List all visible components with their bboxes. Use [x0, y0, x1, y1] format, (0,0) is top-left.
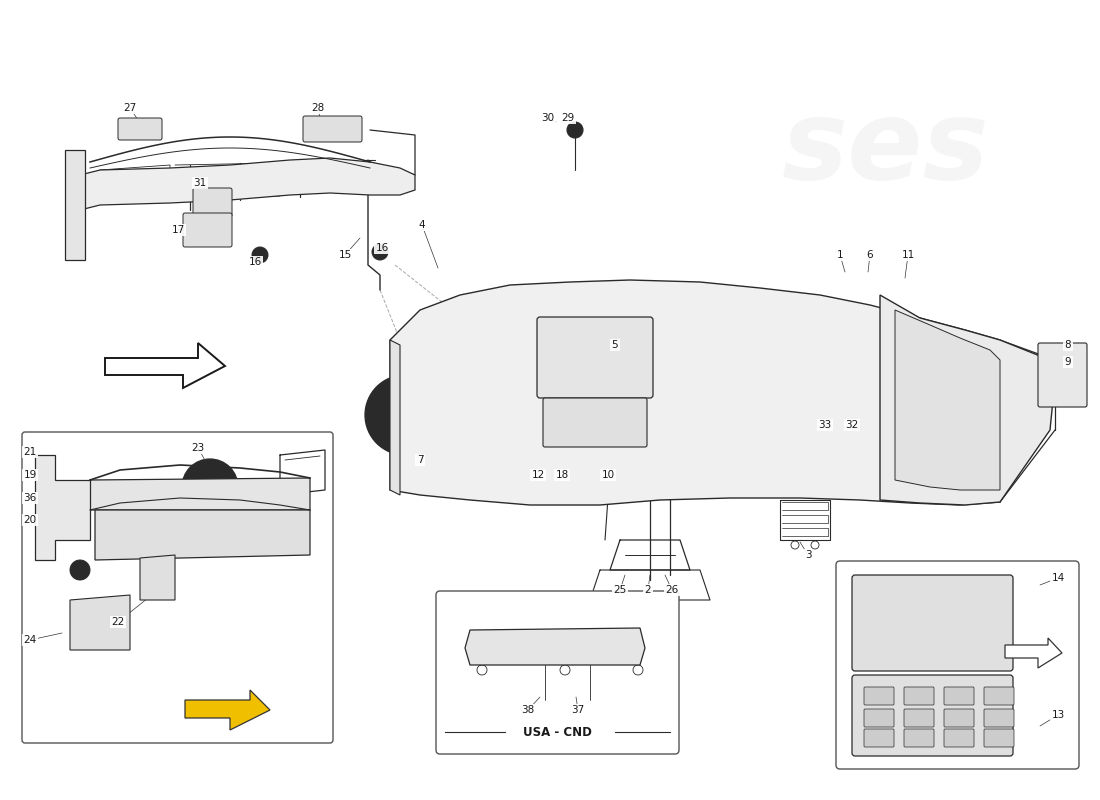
Polygon shape — [104, 343, 226, 388]
Text: 29: 29 — [561, 113, 574, 123]
Text: 10: 10 — [602, 470, 615, 480]
Polygon shape — [465, 628, 645, 665]
FancyBboxPatch shape — [302, 116, 362, 142]
Circle shape — [372, 244, 388, 260]
Text: 13: 13 — [1052, 710, 1065, 720]
Text: 14: 14 — [1052, 573, 1065, 583]
Text: 17: 17 — [172, 225, 185, 235]
Text: 12: 12 — [531, 470, 544, 480]
Polygon shape — [140, 555, 175, 600]
FancyBboxPatch shape — [852, 675, 1013, 756]
Text: 19: 19 — [23, 470, 36, 480]
Circle shape — [434, 320, 544, 430]
FancyBboxPatch shape — [984, 709, 1014, 727]
FancyBboxPatch shape — [183, 213, 232, 247]
Text: 31: 31 — [194, 178, 207, 188]
Polygon shape — [390, 280, 1000, 505]
FancyBboxPatch shape — [436, 591, 679, 754]
Text: 33: 33 — [818, 420, 832, 430]
Text: 21: 21 — [23, 447, 36, 457]
Text: 18: 18 — [556, 470, 569, 480]
FancyBboxPatch shape — [864, 687, 894, 705]
Text: 9: 9 — [1065, 357, 1071, 367]
Text: 32: 32 — [846, 420, 859, 430]
Text: 5: 5 — [612, 340, 618, 350]
FancyBboxPatch shape — [944, 729, 974, 747]
FancyBboxPatch shape — [904, 729, 934, 747]
Polygon shape — [880, 295, 1055, 505]
Polygon shape — [80, 158, 415, 210]
Circle shape — [365, 375, 446, 455]
FancyBboxPatch shape — [944, 687, 974, 705]
Text: 38: 38 — [521, 705, 535, 715]
Text: 4: 4 — [419, 220, 426, 230]
FancyBboxPatch shape — [864, 709, 894, 727]
FancyBboxPatch shape — [537, 317, 653, 398]
Text: 28: 28 — [311, 103, 324, 113]
Polygon shape — [185, 690, 270, 730]
Text: 24: 24 — [23, 635, 36, 645]
Text: 2: 2 — [645, 585, 651, 595]
Circle shape — [70, 560, 90, 580]
Text: 30: 30 — [541, 113, 554, 123]
FancyBboxPatch shape — [984, 687, 1014, 705]
FancyBboxPatch shape — [836, 561, 1079, 769]
Text: 23: 23 — [191, 443, 205, 453]
Text: 25: 25 — [614, 585, 627, 595]
Text: 22: 22 — [111, 617, 124, 627]
FancyBboxPatch shape — [904, 687, 934, 705]
Polygon shape — [70, 595, 130, 650]
Text: 26: 26 — [666, 585, 679, 595]
Circle shape — [566, 122, 583, 138]
FancyBboxPatch shape — [852, 575, 1013, 671]
FancyBboxPatch shape — [1038, 343, 1087, 407]
FancyBboxPatch shape — [984, 729, 1014, 747]
Text: USA - CND: USA - CND — [522, 726, 592, 738]
Text: 11: 11 — [901, 250, 914, 260]
FancyBboxPatch shape — [543, 398, 647, 447]
FancyBboxPatch shape — [944, 709, 974, 727]
FancyBboxPatch shape — [904, 709, 934, 727]
FancyBboxPatch shape — [864, 729, 894, 747]
Text: 1: 1 — [837, 250, 844, 260]
Text: 16: 16 — [249, 257, 262, 267]
Text: ses: ses — [782, 95, 990, 202]
Text: 8: 8 — [1065, 340, 1071, 350]
Text: 7: 7 — [417, 455, 424, 465]
Text: a passion for parts: a passion for parts — [420, 353, 680, 507]
Text: 15: 15 — [339, 250, 352, 260]
Polygon shape — [390, 340, 400, 495]
Text: 27: 27 — [123, 103, 136, 113]
Polygon shape — [90, 478, 310, 510]
Circle shape — [252, 247, 268, 263]
Polygon shape — [1005, 638, 1062, 668]
Polygon shape — [895, 310, 1000, 490]
Text: 3: 3 — [805, 550, 812, 560]
Circle shape — [650, 320, 750, 420]
Text: 6: 6 — [867, 250, 873, 260]
FancyBboxPatch shape — [118, 118, 162, 140]
Circle shape — [182, 459, 238, 515]
FancyBboxPatch shape — [22, 432, 333, 743]
Polygon shape — [65, 150, 85, 260]
FancyBboxPatch shape — [192, 188, 232, 217]
Polygon shape — [95, 510, 310, 560]
Text: 16: 16 — [375, 243, 388, 253]
Text: 20: 20 — [23, 515, 36, 525]
Polygon shape — [35, 455, 90, 560]
Text: 37: 37 — [571, 705, 584, 715]
Text: 36: 36 — [23, 493, 36, 503]
